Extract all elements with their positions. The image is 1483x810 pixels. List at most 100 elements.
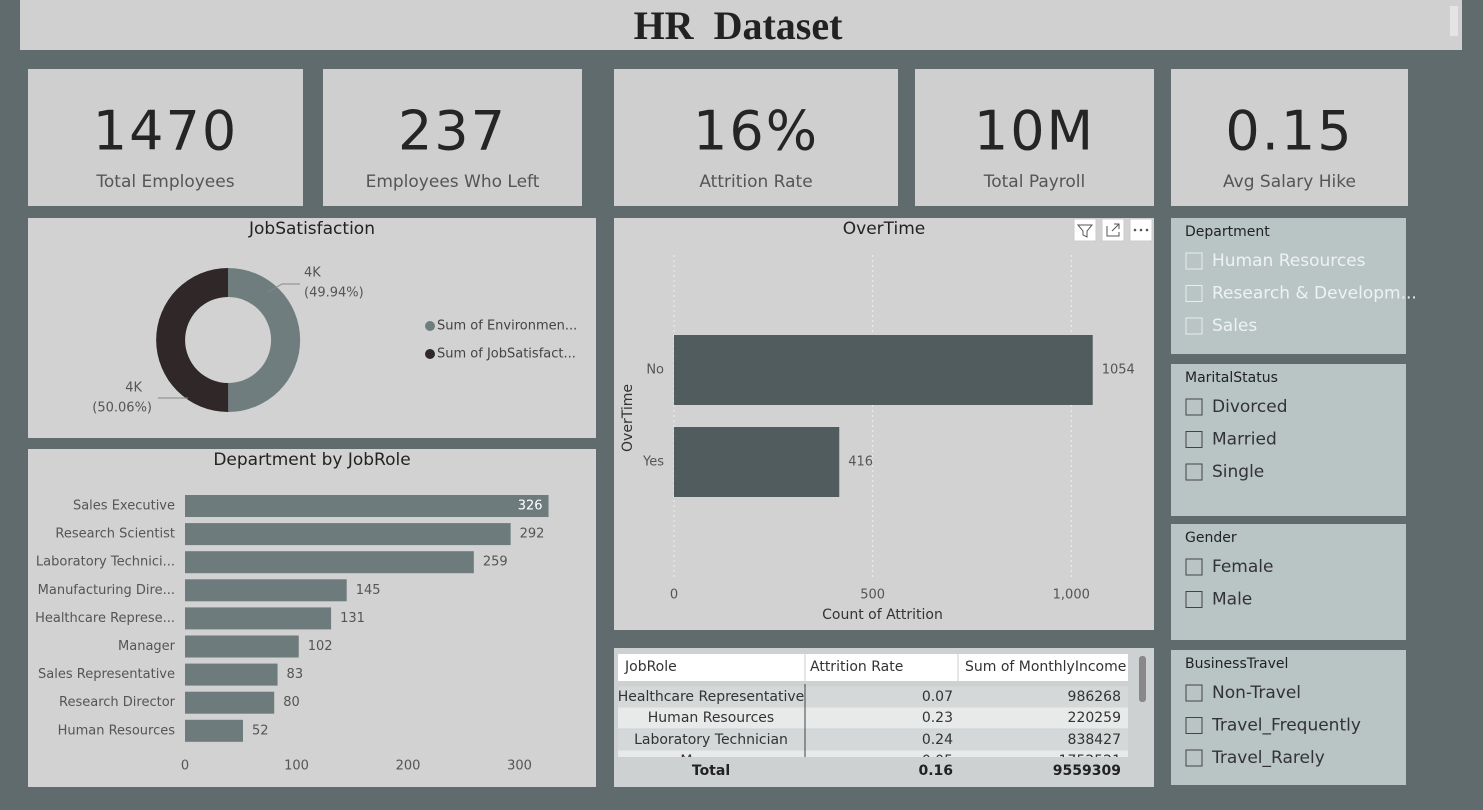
table-row <box>618 707 1128 729</box>
checkbox[interactable] <box>1185 684 1203 702</box>
panel <box>1171 218 1406 354</box>
chart-title: Department by JobRole <box>213 450 410 470</box>
legend-label: Sum of Environmen... <box>437 319 577 334</box>
legend-label: Sum of JobSatisfact... <box>437 347 576 362</box>
kpi-value: 237 <box>398 100 507 163</box>
slicer-title: BusinessTravel <box>1185 656 1288 672</box>
data-label: 145 <box>356 583 381 598</box>
slicer-item[interactable]: Male <box>1212 590 1252 610</box>
panel <box>1171 524 1406 640</box>
data-label: 131 <box>340 611 365 626</box>
checkbox[interactable] <box>1185 463 1203 481</box>
chart-title: JobSatisfaction <box>248 219 375 239</box>
table-cell: Human Resources <box>648 710 774 726</box>
slicer-item[interactable]: Sales <box>1212 316 1257 336</box>
slicer-item[interactable]: Travel_Frequently <box>1211 716 1361 736</box>
data-label: 416 <box>848 455 873 470</box>
slicer-item[interactable]: Travel_Rarely <box>1211 748 1325 768</box>
table-cell: 1752521 <box>1059 753 1121 769</box>
slicer-item[interactable]: Non-Travel <box>1212 683 1301 703</box>
x-tick-label: 0 <box>181 759 189 774</box>
panel <box>915 69 1154 206</box>
x-tick-label: 200 <box>396 759 421 774</box>
y-tick-label: Research Scientist <box>55 527 175 542</box>
title-bar <box>20 0 1462 50</box>
x-tick-label: 0 <box>670 588 678 603</box>
table-cell: 838427 <box>1068 732 1121 748</box>
slicer-item[interactable]: Female <box>1212 557 1273 577</box>
kpi-label: Total Employees <box>95 172 234 192</box>
bar <box>185 607 332 630</box>
slicer-item[interactable]: Single <box>1212 462 1264 482</box>
panel <box>28 69 303 206</box>
kpi-value: 16% <box>693 100 819 163</box>
table-total-cell: 0.16 <box>918 763 953 779</box>
bar <box>674 335 1093 405</box>
slicer-item[interactable]: Research & Developm... <box>1212 284 1417 304</box>
y-tick-label: Sales Executive <box>73 499 175 514</box>
checkbox[interactable] <box>1185 285 1203 302</box>
checkbox[interactable] <box>1185 591 1203 608</box>
bar <box>185 551 474 574</box>
x-tick-label: 500 <box>860 588 885 603</box>
y-tick-label: Sales Representative <box>38 667 175 682</box>
leader-line <box>267 283 300 293</box>
kpi-value: 0.15 <box>1225 100 1353 163</box>
checkbox[interactable] <box>1185 398 1203 416</box>
y-tick-label: Manager <box>118 639 176 654</box>
bar <box>185 495 549 517</box>
table-cell: 0.24 <box>922 732 953 748</box>
panel <box>28 218 596 438</box>
data-label: 4K <box>304 266 321 281</box>
data-label: 292 <box>520 527 545 542</box>
slicer-item[interactable]: Divorced <box>1212 397 1288 417</box>
bar <box>185 719 243 742</box>
x-tick-label: 300 <box>507 759 532 774</box>
bar <box>185 523 511 546</box>
kpi-label: Employees Who Left <box>366 172 540 192</box>
x-tick-label: 100 <box>284 759 309 774</box>
table-header <box>618 654 1128 681</box>
checkbox[interactable] <box>1185 749 1203 767</box>
table-scrollbar <box>1139 656 1146 702</box>
table-cell: Manager <box>680 753 742 769</box>
slicer-title: Department <box>1185 224 1270 240</box>
data-label: 83 <box>287 667 304 682</box>
slicer-title: Gender <box>1185 530 1237 546</box>
table-header-cell: Attrition Rate <box>810 659 903 675</box>
visual-header-icon[interactable] <box>1073 218 1097 242</box>
table-cell: 220259 <box>1068 710 1121 726</box>
donut-slice <box>156 268 229 413</box>
checkbox[interactable] <box>1185 558 1203 576</box>
data-label: 102 <box>308 639 333 654</box>
percent-label: (49.94%) <box>304 286 364 301</box>
panel <box>614 69 898 206</box>
table-cell: 986268 <box>1068 689 1121 705</box>
checkbox[interactable] <box>1185 317 1203 335</box>
checkbox[interactable] <box>1185 252 1203 270</box>
table-row <box>618 729 1128 751</box>
table-cell: 0.05 <box>922 753 953 769</box>
slicer-item[interactable]: Human Resources <box>1212 251 1366 271</box>
data-label: 80 <box>283 695 300 710</box>
y-tick-label: Human Resources <box>58 723 176 738</box>
data-label: 4K <box>125 381 142 396</box>
y-tick-label: Healthcare Represe... <box>35 611 175 626</box>
y-axis-label: OverTime <box>620 384 636 452</box>
dashboard-title: HR Dataset <box>634 3 844 48</box>
checkbox[interactable] <box>1185 717 1203 734</box>
bar <box>674 427 840 497</box>
checkbox[interactable] <box>1185 431 1203 448</box>
y-tick-label: Research Director <box>59 695 176 710</box>
table-total-cell: 9559309 <box>1053 763 1121 779</box>
bar <box>185 635 299 658</box>
slicer-item[interactable]: Married <box>1212 430 1277 450</box>
legend-marker <box>425 321 435 331</box>
table-cell: Healthcare Representative <box>618 689 805 705</box>
data-label: 326 <box>518 499 543 514</box>
panel <box>1171 650 1406 785</box>
kpi-label: Avg Salary Hike <box>1223 172 1356 192</box>
table-cell: Laboratory Technician <box>634 732 788 748</box>
more-icon-dot <box>1133 228 1137 232</box>
data-label: 1054 <box>1102 363 1135 378</box>
